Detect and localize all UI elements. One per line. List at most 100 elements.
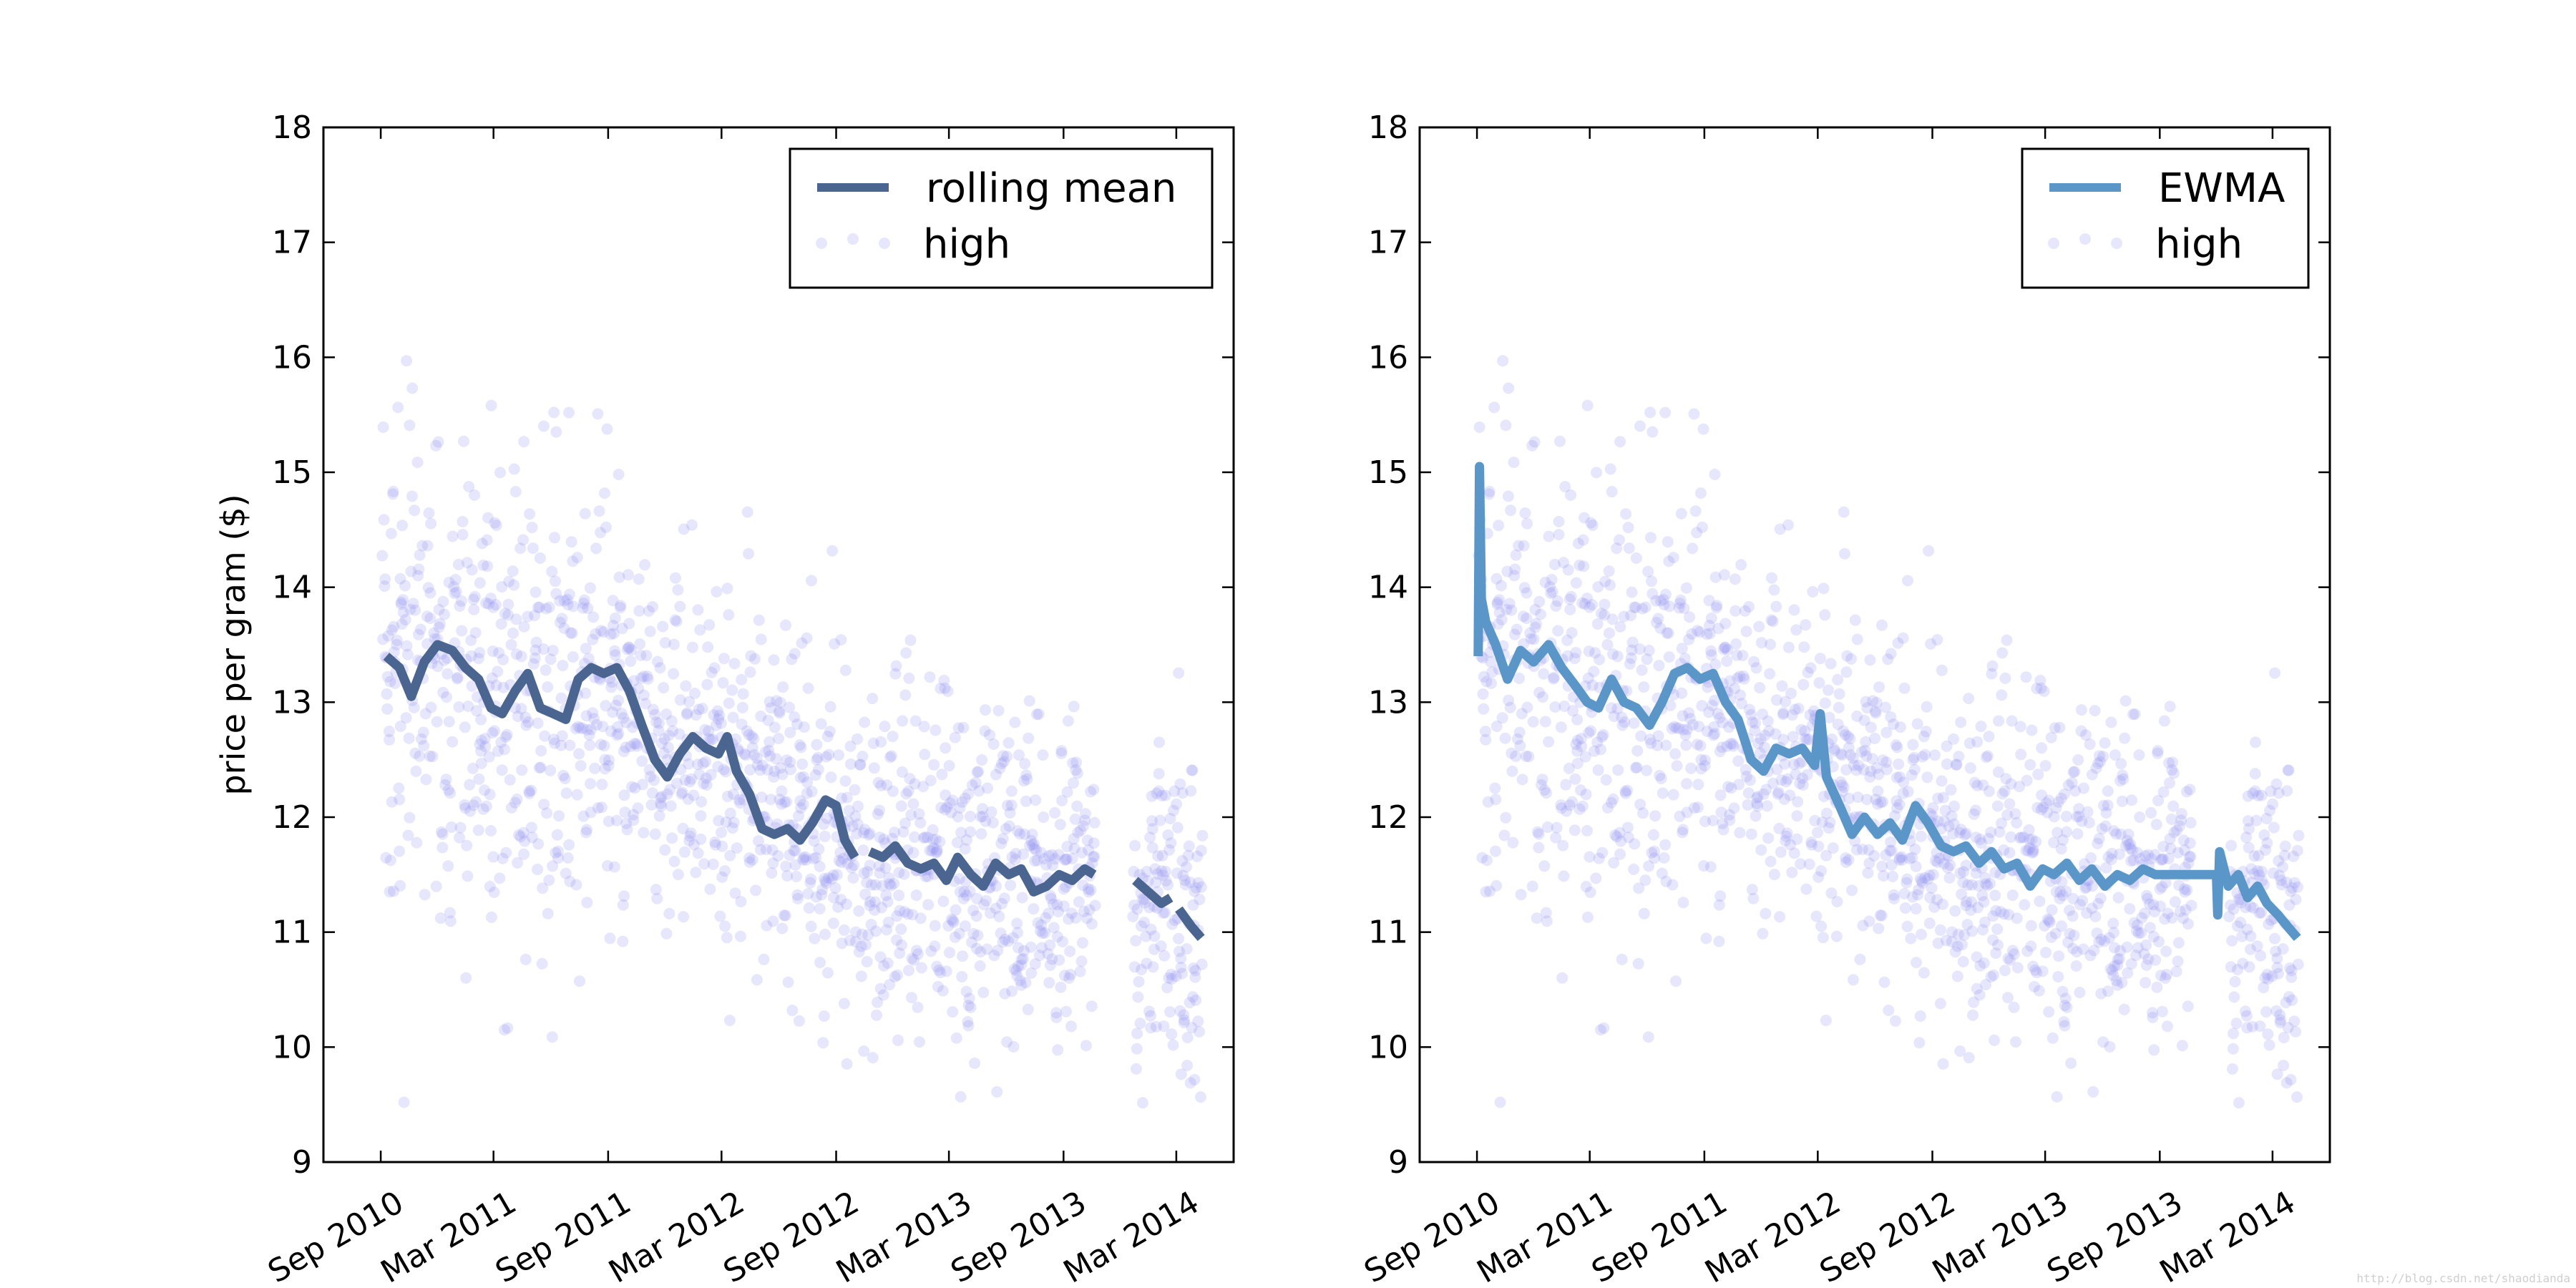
high-point bbox=[1579, 512, 1590, 524]
high-point bbox=[1667, 552, 1679, 564]
high-point bbox=[672, 584, 684, 596]
high-point bbox=[1131, 1043, 1143, 1055]
high-point bbox=[2073, 803, 2085, 815]
high-point bbox=[869, 904, 881, 916]
high-point bbox=[628, 738, 640, 750]
high-point bbox=[683, 835, 696, 847]
high-point bbox=[793, 810, 804, 822]
high-point bbox=[2071, 946, 2083, 958]
high-point bbox=[829, 638, 841, 650]
high-point bbox=[891, 910, 903, 922]
high-point bbox=[2014, 721, 2026, 733]
high-point bbox=[2067, 892, 2079, 904]
high-point bbox=[1591, 467, 1602, 479]
high-point bbox=[1840, 856, 1852, 868]
high-point bbox=[1923, 917, 1936, 930]
high-point bbox=[2093, 936, 2105, 948]
high-point bbox=[1674, 810, 1686, 822]
high-point bbox=[1189, 1073, 1201, 1085]
high-point bbox=[2067, 766, 2079, 779]
high-point bbox=[1028, 838, 1040, 850]
high-point bbox=[2000, 773, 2012, 785]
high-point bbox=[2094, 756, 2107, 768]
high-point bbox=[1479, 726, 1491, 738]
high-point bbox=[840, 898, 852, 910]
high-point bbox=[781, 796, 793, 808]
high-point bbox=[610, 699, 622, 711]
high-point bbox=[2177, 834, 2190, 847]
high-point bbox=[1546, 586, 1558, 598]
high-point bbox=[2048, 836, 2059, 849]
high-point bbox=[952, 811, 964, 823]
high-point bbox=[2182, 857, 2195, 869]
high-point bbox=[1497, 355, 1509, 367]
high-point bbox=[1974, 834, 1986, 845]
high-point bbox=[999, 987, 1011, 1000]
high-point bbox=[1728, 802, 1740, 814]
high-point bbox=[547, 645, 559, 657]
high-point bbox=[1842, 731, 1854, 742]
high-point bbox=[1048, 922, 1060, 934]
high-point bbox=[2102, 985, 2114, 997]
high-point bbox=[1794, 778, 1806, 789]
high-point bbox=[1038, 853, 1050, 864]
high-point bbox=[1755, 844, 1767, 856]
high-point bbox=[771, 695, 783, 707]
legend-label-ewma: EWMA bbox=[2158, 165, 2285, 212]
high-point bbox=[1499, 732, 1511, 744]
high-point bbox=[1840, 666, 1853, 678]
high-point bbox=[849, 784, 861, 796]
high-point bbox=[2039, 919, 2051, 932]
high-point bbox=[963, 992, 975, 1005]
high-point bbox=[1681, 778, 1693, 790]
high-point bbox=[719, 865, 731, 877]
high-point bbox=[1942, 862, 1954, 874]
high-point bbox=[1184, 1077, 1196, 1089]
high-point bbox=[2255, 950, 2267, 962]
high-point bbox=[1191, 850, 1204, 862]
high-point bbox=[2135, 927, 2147, 939]
high-point bbox=[1999, 672, 2011, 684]
high-point bbox=[1931, 634, 1943, 646]
high-point bbox=[1592, 581, 1604, 593]
high-point bbox=[447, 736, 459, 748]
high-point bbox=[2225, 839, 2238, 852]
high-point bbox=[557, 660, 569, 672]
high-point bbox=[782, 976, 794, 988]
high-point bbox=[2167, 756, 2179, 769]
high-point bbox=[1011, 917, 1023, 930]
high-point bbox=[2290, 894, 2302, 905]
high-point bbox=[2163, 757, 2175, 769]
high-point bbox=[2005, 778, 2017, 790]
high-point bbox=[786, 653, 798, 665]
high-point bbox=[736, 701, 748, 713]
high-point bbox=[1611, 831, 1623, 843]
high-point bbox=[1608, 711, 1620, 723]
high-point bbox=[411, 457, 424, 469]
high-point bbox=[480, 800, 492, 812]
high-point bbox=[1563, 762, 1575, 774]
high-point bbox=[1075, 955, 1088, 967]
high-point bbox=[1576, 597, 1589, 609]
high-point bbox=[1775, 774, 1787, 786]
high-point bbox=[1852, 791, 1864, 804]
high-point bbox=[1623, 542, 1635, 555]
high-point bbox=[1712, 708, 1724, 720]
high-point bbox=[637, 779, 648, 791]
high-point bbox=[939, 682, 951, 694]
high-point bbox=[1832, 718, 1844, 731]
high-point bbox=[619, 806, 631, 819]
legend-dots-swatch bbox=[2048, 233, 2122, 249]
high-point bbox=[2248, 850, 2260, 862]
high-point bbox=[959, 920, 971, 932]
high-point bbox=[1911, 957, 1922, 969]
high-point bbox=[522, 610, 534, 623]
high-point bbox=[1813, 871, 1825, 883]
high-point bbox=[635, 672, 648, 684]
high-point bbox=[1754, 682, 1766, 694]
high-point bbox=[1030, 794, 1042, 806]
high-point bbox=[1845, 749, 1856, 761]
high-point bbox=[2119, 695, 2132, 707]
high-point bbox=[763, 696, 776, 708]
high-point bbox=[2293, 829, 2305, 841]
